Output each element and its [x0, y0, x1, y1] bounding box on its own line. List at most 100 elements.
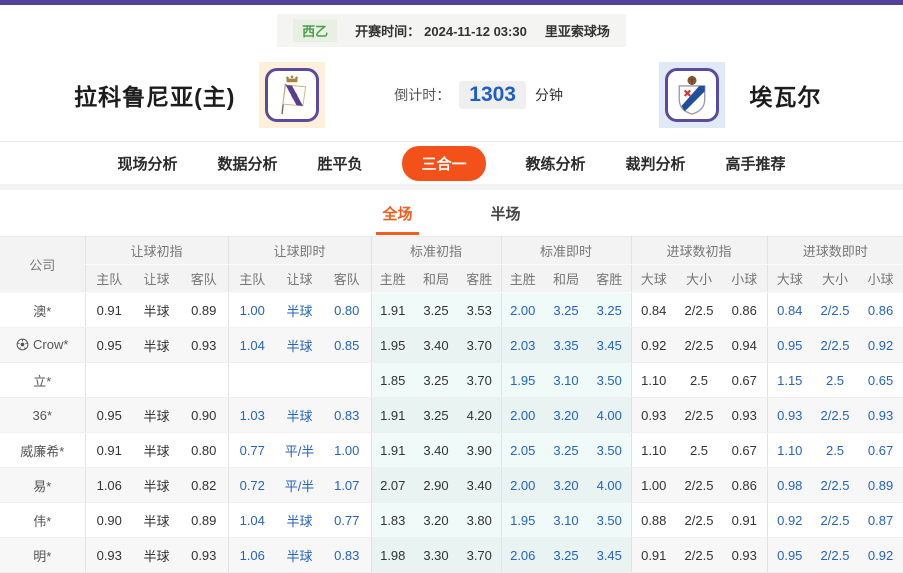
- group-header-0: 让球初指: [84, 236, 228, 265]
- sub-header-3-2: 客胜: [588, 264, 631, 293]
- odds-cell-4-2: 0.94: [722, 327, 768, 363]
- group-header-3: 标准即时: [500, 236, 631, 265]
- company-name[interactable]: Crow*: [0, 327, 85, 363]
- odds-cell-5-0: 0.84: [766, 292, 813, 328]
- sub-header-3-0: 主胜: [500, 264, 544, 293]
- odds-cell-1-1: 半球: [276, 327, 323, 363]
- odds-table: 公司 让球初指 让球即时 标准初指 标准即时 进球数初指 进球数即时 主队 让球 客队 主队 让球 客队…: [0, 236, 903, 573]
- kickoff-label: 开赛时间：: [355, 24, 421, 39]
- scope-tab-0[interactable]: 全场: [376, 203, 419, 235]
- odds-cell-0-1: 半球: [133, 327, 180, 363]
- group-header-1: 让球即时: [227, 236, 371, 265]
- odds-cell-4-1: 2.5: [676, 432, 722, 468]
- company-name[interactable]: 伟*: [0, 502, 85, 538]
- sub-header-4-0: 大球: [630, 264, 676, 293]
- odds-cell-1-1: [276, 362, 323, 398]
- nav-tab-5[interactable]: 裁判分析: [625, 155, 686, 173]
- odds-cell-5-2: 0.89: [858, 467, 903, 503]
- odds-cell-4-0: 1.10: [630, 432, 676, 468]
- odds-cell-1-2: 1.00: [323, 432, 371, 468]
- odds-cell-3-0: 2.06: [500, 537, 544, 573]
- odds-cell-5-0: 1.10: [766, 432, 813, 468]
- odds-cell-4-1: 2/2.5: [676, 327, 722, 363]
- company-name[interactable]: 澳*: [0, 292, 85, 328]
- odds-cell-1-1: 平/半: [276, 432, 323, 468]
- odds-cell-3-2: 3.45: [588, 537, 631, 573]
- odds-cell-0-1: 半球: [133, 537, 180, 573]
- odds-cell-5-1: 2/2.5: [812, 292, 859, 328]
- kickoff-time: 开赛时间： 2024-11-12 03:30: [355, 21, 527, 40]
- odds-cell-1-2: 0.80: [323, 292, 371, 328]
- odds-cell-2-1: 3.40: [414, 327, 458, 363]
- odds-cell-0-2: 0.89: [180, 292, 228, 328]
- odds-cell-2-0: 2.07: [370, 467, 414, 503]
- odds-cell-4-1: 2/2.5: [676, 537, 722, 573]
- sub-header-5-0: 大球: [766, 264, 813, 293]
- odds-row-1: Crow* 0.95 半球 0.93 1.04 半球 0.85 1.95 3.40 3.70 2.0…: [0, 327, 903, 363]
- odds-row-3: 36* 0.95 半球 0.90 1.03 半球 0.83 1.91 3.25 4.20 2.00 3…: [0, 397, 903, 433]
- odds-cell-5-0: 0.92: [766, 502, 813, 538]
- odds-cell-5-2: 0.92: [858, 327, 903, 363]
- odds-cell-0-0: 1.06: [84, 467, 133, 503]
- odds-cell-2-2: 3.70: [458, 362, 501, 398]
- odds-cell-0-0: 0.95: [84, 327, 133, 363]
- company-name[interactable]: 明*: [0, 537, 85, 573]
- odds-cell-2-2: 3.70: [458, 327, 501, 363]
- odds-cell-5-1: 2/2.5: [812, 397, 859, 433]
- nav-tab-4[interactable]: 教练分析: [525, 155, 586, 173]
- company-name[interactable]: 易*: [0, 467, 85, 503]
- nav-tab-6[interactable]: 高手推荐: [725, 155, 786, 173]
- odds-cell-4-0: 0.93: [630, 397, 676, 433]
- odds-cell-5-1: 2/2.5: [812, 467, 859, 503]
- odds-cell-4-0: 1.10: [630, 362, 676, 398]
- odds-cell-3-2: 3.45: [588, 327, 631, 363]
- odds-cell-0-0: 0.91: [84, 292, 133, 328]
- odds-table-header: 公司 让球初指 让球即时 标准初指 标准即时 进球数初指 进球数即时 主队 让球 客队 主队 让球 客队…: [0, 236, 903, 293]
- sub-header-4-1: 大小: [676, 264, 722, 293]
- company-name[interactable]: 36*: [0, 397, 85, 433]
- odds-cell-3-2: 3.50: [588, 502, 631, 538]
- odds-cell-3-0: 2.05: [500, 432, 544, 468]
- nav-tab-2[interactable]: 胜平负: [317, 155, 363, 173]
- nav-tab-3[interactable]: 三合一: [402, 145, 486, 181]
- odds-cell-0-0: 0.90: [84, 502, 133, 538]
- odds-cell-3-0: 2.00: [500, 292, 544, 328]
- company-name[interactable]: 立*: [0, 362, 85, 398]
- odds-cell-4-0: 0.91: [630, 537, 676, 573]
- odds-cell-2-0: 1.83: [370, 502, 414, 538]
- odds-cell-1-1: 平/半: [276, 467, 323, 503]
- odds-cell-4-2: 0.91: [722, 502, 768, 538]
- sub-header-3-1: 和局: [544, 264, 588, 293]
- odds-cell-2-1: 3.30: [414, 537, 458, 573]
- countdown: 倒计时： 1303 分钟: [360, 81, 598, 109]
- odds-cell-2-2: 3.53: [458, 292, 501, 328]
- odds-cell-2-0: 1.85: [370, 362, 414, 398]
- league-badge[interactable]: 西乙: [293, 19, 338, 42]
- odds-cell-4-0: 0.84: [630, 292, 676, 328]
- odds-row-5: 易* 1.06 半球 0.82 0.72 平/半 1.07 2.07 2.90 3.40 2.00 3…: [0, 467, 903, 503]
- home-team-logo: [259, 62, 326, 128]
- scope-tab-1[interactable]: 半场: [490, 206, 521, 223]
- company-name[interactable]: 威廉希*: [0, 432, 85, 468]
- odds-cell-2-2: 3.40: [458, 467, 501, 503]
- odds-cell-5-0: 0.98: [766, 467, 813, 503]
- nav-tab-0[interactable]: 现场分析: [117, 155, 178, 173]
- away-team: 埃瓦尔: [598, 62, 883, 128]
- sub-header-1-0: 主队: [227, 264, 276, 293]
- odds-cell-2-1: 3.20: [414, 502, 458, 538]
- venue: 里亚索球场: [544, 24, 610, 39]
- sub-header-2-2: 客胜: [458, 264, 501, 293]
- odds-cell-1-1: 半球: [276, 537, 323, 573]
- odds-cell-3-2: 3.50: [588, 362, 631, 398]
- group-header-5: 进球数即时: [766, 236, 903, 265]
- odds-cell-4-2: 0.67: [722, 362, 768, 398]
- odds-cell-5-1: 2/2.5: [812, 327, 859, 363]
- sub-header-1-1: 让球: [276, 264, 323, 293]
- odds-cell-0-1: 半球: [133, 502, 180, 538]
- nav-tab-1[interactable]: 数据分析: [217, 155, 278, 173]
- odds-cell-3-2: 3.50: [588, 432, 631, 468]
- odds-cell-5-0: 1.15: [766, 362, 813, 398]
- odds-cell-5-1: 2/2.5: [812, 537, 859, 573]
- odds-cell-4-0: 0.88: [630, 502, 676, 538]
- nav-separator-band: [0, 184, 903, 190]
